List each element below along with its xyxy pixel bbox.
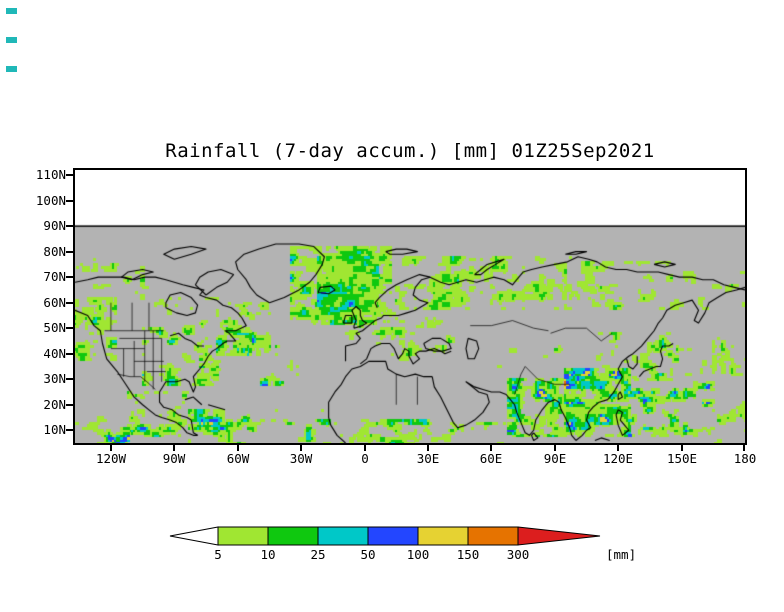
x-tick-label: 60W <box>226 451 250 466</box>
colorbar-tick-label: 5 <box>214 547 222 562</box>
x-tick-mark <box>681 445 683 451</box>
x-tick-mark <box>743 445 745 451</box>
x-tick-label: 120W <box>95 451 127 466</box>
x-tick-mark <box>237 445 239 451</box>
y-tick-mark <box>66 327 73 329</box>
y-tick-mark <box>66 429 73 431</box>
y-tick-label: 70N <box>43 269 66 284</box>
colorbar <box>169 526 601 546</box>
x-tick-mark <box>427 445 429 451</box>
y-tick-label: 100N <box>35 193 66 208</box>
x-tick-mark <box>110 445 112 451</box>
x-tick-label: 30E <box>416 451 440 466</box>
x-tick-label: 90W <box>162 451 186 466</box>
colorbar-segment <box>217 526 269 546</box>
y-tick-label: 90N <box>43 218 66 233</box>
y-tick-mark <box>66 174 73 176</box>
y-tick-mark <box>66 378 73 380</box>
x-tick-mark <box>617 445 619 451</box>
colorbar-segment <box>267 526 319 546</box>
x-tick-mark <box>490 445 492 451</box>
x-tick-label: 60E <box>479 451 503 466</box>
colorbar-tick-label: 25 <box>310 547 326 562</box>
colorbar-unit-label: [mm] <box>606 547 637 562</box>
y-tick-mark <box>66 251 73 253</box>
screen-artifact <box>6 8 17 14</box>
x-tick-label: 120E <box>602 451 634 466</box>
y-tick-mark <box>66 353 73 355</box>
colorbar-segment <box>417 526 469 546</box>
y-tick-mark <box>66 200 73 202</box>
x-tick-mark <box>300 445 302 451</box>
colorbar-right-arrow <box>517 526 601 546</box>
x-tick-mark <box>364 445 366 451</box>
screen-artifact <box>6 37 17 43</box>
colorbar-tick-label: 50 <box>360 547 376 562</box>
colorbar-segment <box>317 526 369 546</box>
chart-title: Rainfall (7-day accum.) [mm] 01Z25Sep202… <box>165 140 655 162</box>
y-tick-mark <box>66 225 73 227</box>
colorbar-tick-label: 300 <box>506 547 530 562</box>
x-tick-label: 90E <box>543 451 567 466</box>
rainfall-map-canvas <box>75 170 745 443</box>
y-tick-label: 10N <box>43 422 66 437</box>
colorbar-left-arrow <box>169 526 219 546</box>
x-tick-label: 0 <box>361 451 369 466</box>
colorbar-tick-label: 100 <box>406 547 430 562</box>
y-tick-label: 20N <box>43 397 66 412</box>
y-tick-mark <box>66 276 73 278</box>
y-tick-label: 60N <box>43 295 66 310</box>
y-tick-label: 40N <box>43 346 66 361</box>
x-tick-label: 30W <box>289 451 313 466</box>
colorbar-segment <box>367 526 419 546</box>
y-tick-label: 110N <box>35 167 66 182</box>
x-tick-label: 150E <box>666 451 698 466</box>
colorbar-segment <box>467 526 519 546</box>
screen-artifact <box>6 66 17 72</box>
y-tick-mark <box>66 404 73 406</box>
colorbar-tick-label: 150 <box>456 547 480 562</box>
x-tick-mark <box>173 445 175 451</box>
y-tick-mark <box>66 302 73 304</box>
x-tick-label: 180 <box>733 451 757 466</box>
colorbar-tick-label: 10 <box>260 547 276 562</box>
x-tick-mark <box>554 445 556 451</box>
y-tick-label: 30N <box>43 371 66 386</box>
y-tick-label: 80N <box>43 244 66 259</box>
y-tick-label: 50N <box>43 320 66 335</box>
